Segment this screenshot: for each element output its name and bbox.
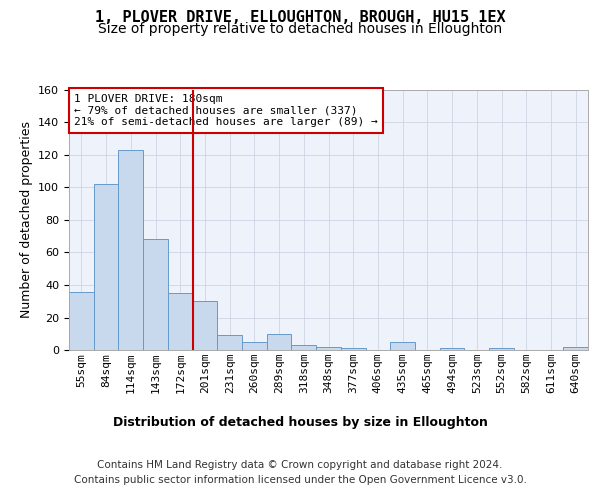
Text: Contains HM Land Registry data © Crown copyright and database right 2024.
Contai: Contains HM Land Registry data © Crown c… [74,460,526,485]
Bar [242,342,267,350]
Bar [217,336,242,350]
Bar [440,348,464,350]
Text: Size of property relative to detached houses in Elloughton: Size of property relative to detached ho… [98,22,502,36]
Text: Distribution of detached houses by size in Elloughton: Distribution of detached houses by size … [113,416,487,429]
Bar [94,184,118,350]
Bar [563,347,588,350]
Bar [168,293,193,350]
Bar [341,348,365,350]
Bar [390,342,415,350]
Bar [143,240,168,350]
Bar [69,292,94,350]
Text: 1, PLOVER DRIVE, ELLOUGHTON, BROUGH, HU15 1EX: 1, PLOVER DRIVE, ELLOUGHTON, BROUGH, HU1… [95,10,505,25]
Text: 1 PLOVER DRIVE: 180sqm
← 79% of detached houses are smaller (337)
21% of semi-de: 1 PLOVER DRIVE: 180sqm ← 79% of detached… [74,94,378,127]
Bar [267,334,292,350]
Bar [316,347,341,350]
Bar [193,301,217,350]
Y-axis label: Number of detached properties: Number of detached properties [20,122,32,318]
Bar [489,348,514,350]
Bar [118,150,143,350]
Bar [292,345,316,350]
